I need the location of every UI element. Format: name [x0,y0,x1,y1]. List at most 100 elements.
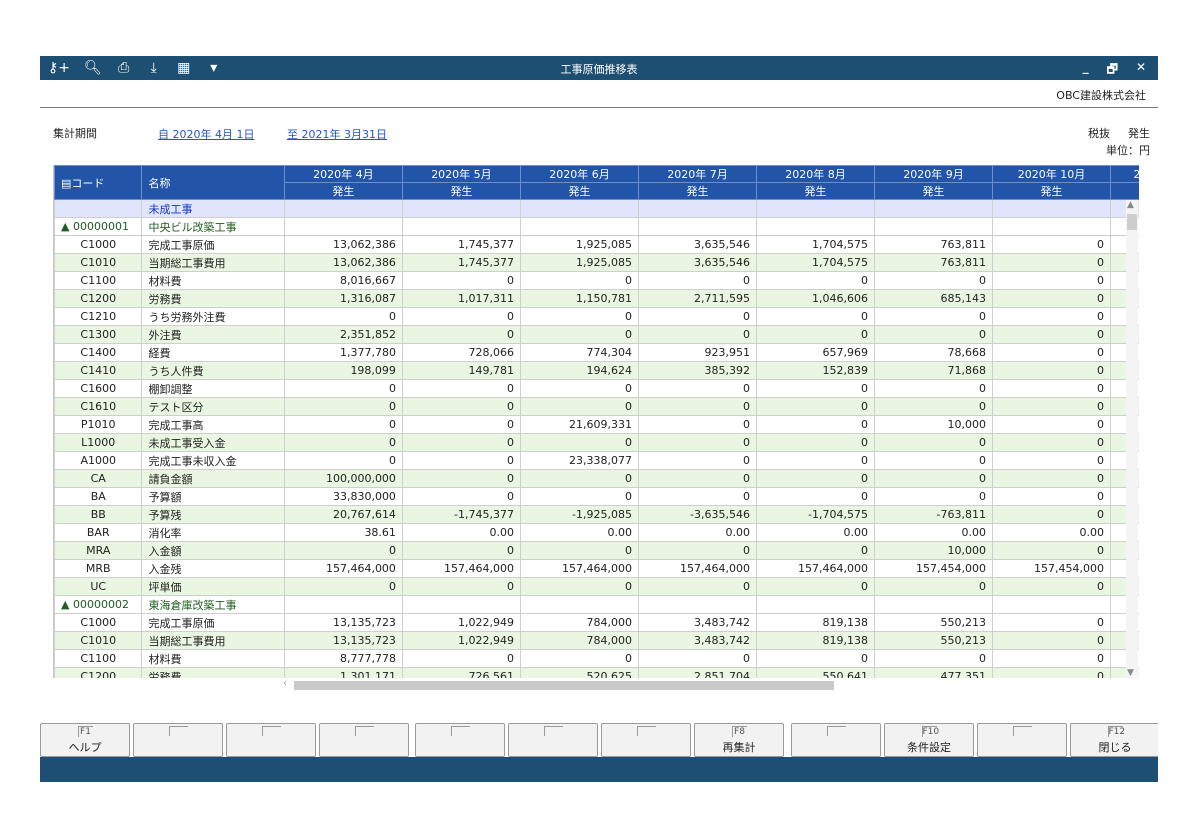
export-icon[interactable]: ⤓ [150,60,157,76]
value-cell: 0 [755,451,876,470]
value-cell: 550,641 [755,667,876,678]
value-cell: 21,609,331 [519,415,639,434]
column-chooser-icon[interactable]: ▤ [61,176,72,190]
table-row[interactable]: C1100 材料費 8,777,778 0 0 0 0 0 0 [54,649,1139,668]
fkey-f10-button[interactable]: F10 条件設定 [884,723,974,757]
table-row[interactable]: C1400 経費 1,377,780 728,066 774,304 923,951 657… [54,343,1139,362]
code-cell [54,199,143,218]
column-header-name[interactable]: 名称 [141,165,285,200]
section-row[interactable]: 未成工事 [54,199,1139,218]
fkey-empty-button[interactable] [226,723,316,757]
fkey-empty-button[interactable] [601,723,691,757]
key-search-icon[interactable]: ⚷+ [48,60,70,76]
scroll-left-icon[interactable]: ‹ [283,678,287,689]
table-row[interactable]: C1000 完成工事原価 13,062,386 1,745,377 1,925,085 3… [54,235,1139,254]
table-row[interactable]: CA 請負金額 100,000,000 0 0 0 0 0 0 [54,469,1139,488]
fkey-f8-button[interactable]: F8 再集計 [694,723,784,757]
table-row[interactable]: MRB 入金残 157,464,000 157,464,000 157,464,000 1… [54,559,1139,578]
fkey-empty-button[interactable] [977,723,1067,757]
month-header: 2020年 6月 [519,165,639,183]
value-cell: 0.00 [637,523,757,542]
table-row[interactable]: C1200 労務費 1,316,087 1,017,311 1,150,781 2,711… [54,289,1139,308]
table-row[interactable]: C1010 当期総工事費用 13,135,723 1,022,949 784,000 3,… [54,631,1139,650]
fkey-empty-button[interactable] [319,723,409,757]
fkey-empty-button[interactable] [508,723,598,757]
table-row[interactable]: BB 予算残 20,767,614 -1,745,377 -1,925,085 -3,63… [54,505,1139,524]
table-row[interactable]: L1000 未成工事受入金 0 0 0 0 0 0 0 [54,433,1139,452]
minimize-button[interactable]: _ [1082,60,1089,74]
sub-header: 発生 [873,182,994,200]
table-row[interactable]: C1200 労務費 1,301,171 726,561 520,625 2,851,704… [54,667,1139,678]
table-row[interactable]: BAR 消化率 38.61 0.00 0.00 0.00 0.00 0.00 0.00 [54,523,1139,542]
value-cell: 157,464,000 [401,559,521,578]
table-row[interactable]: C1600 棚卸調整 0 0 0 0 0 0 0 [54,379,1139,398]
print-icon[interactable]: ⎙ [118,60,130,76]
value-cell: 0 [637,541,757,560]
excel-icon[interactable]: ▦ [177,60,191,76]
fkey-empty-button[interactable] [133,723,223,757]
horizontal-scroll-thumb[interactable] [294,681,834,690]
value-cell: 0 [992,253,1112,272]
table-row[interactable]: MRA 入金額 0 0 0 0 0 10,000 0 [54,541,1139,560]
scroll-up-icon[interactable]: ▲ [1127,200,1134,210]
table-row[interactable]: P1010 完成工事高 0 0 21,609,331 0 0 10,000 0 [54,415,1139,434]
scroll-down-icon[interactable]: ▼ [1127,668,1134,678]
value-cell: 0.00 [873,523,994,542]
table-row[interactable]: C1100 材料費 8,016,667 0 0 0 0 0 0 [54,271,1139,290]
name-cell: 完成工事高 [141,415,285,434]
table-row[interactable]: A1000 完成工事未収入金 0 0 23,338,077 0 0 0 0 [54,451,1139,470]
fkey-empty-button[interactable] [791,723,881,757]
fkey-number [636,726,656,736]
value-cell: 8,777,778 [283,649,403,668]
fkey-empty-button[interactable] [415,723,505,757]
table-row[interactable]: C1300 外注費 2,351,852 0 0 0 0 0 0 [54,325,1139,344]
group-row[interactable]: ▲ 00000001 中央ビル改築工事 [54,217,1139,236]
period-to-link[interactable]: 至 2021年 3月31日 [287,128,387,141]
fkey-number [1012,726,1032,736]
value-cell [755,595,876,614]
code-cell: A1000 [54,451,143,470]
value-cell: 20,767,614 [283,505,403,524]
preview-icon[interactable]: 🔍︎ [83,60,102,76]
fkey-f1-button[interactable]: F1 ヘルプ [40,723,130,757]
column-header-code[interactable]: ▤コード [54,165,143,200]
table-row[interactable]: C1610 テスト区分 0 0 0 0 0 0 0 [54,397,1139,416]
value-cell: 0 [401,487,521,506]
fkey-number [354,726,374,736]
value-cell: 0 [873,433,994,452]
value-cell: 0 [519,433,639,452]
horizontal-scrollbar[interactable]: ‹ › [280,678,1125,692]
table-row[interactable]: C1210 うち労務外注費 0 0 0 0 0 0 0 [54,307,1139,326]
value-cell: 0 [755,469,876,488]
name-cell: テスト区分 [141,397,285,416]
value-cell: 657,969 [755,343,876,362]
period-from-link[interactable]: 自 2020年 4月 1日 [158,128,255,141]
value-cell: 0 [519,307,639,326]
group-row[interactable]: ▲ 00000002 東海倉庫改築工事 [54,595,1139,614]
close-button[interactable]: ✕ [1135,60,1146,74]
value-cell: 0 [873,325,994,344]
value-cell: 550,213 [873,613,994,632]
value-cell [519,199,639,218]
vertical-scroll-thumb[interactable] [1127,214,1137,230]
table-row[interactable]: BA 予算額 33,830,000 0 0 0 0 0 0 [54,487,1139,506]
value-cell: 33,830,000 [283,487,403,506]
value-cell: 13,062,386 [283,235,403,254]
vertical-scrollbar[interactable]: ▲ ▼ [1126,200,1138,678]
value-cell: 0 [283,541,403,560]
restore-button[interactable]: 🗗 [1106,62,1118,76]
value-cell: 1,046,606 [755,289,876,308]
fkey-number: F10 [921,726,940,737]
table-row[interactable]: C1000 完成工事原価 13,135,723 1,022,949 784,000 3,4… [54,613,1139,632]
unit-label: 単位：円 [1106,144,1150,157]
table-row[interactable]: UC 坪単価 0 0 0 0 0 0 0 [54,577,1139,596]
table-row[interactable]: C1010 当期総工事費用 13,062,386 1,745,377 1,925,085… [54,253,1139,272]
code-cell: ▲ 00000002 [54,595,143,614]
value-cell: 194,624 [519,361,639,380]
value-cell: 0 [519,379,639,398]
table-row[interactable]: C1410 うち人件費 198,099 149,781 194,624 385,392 15… [54,361,1139,380]
month-header: 2020年 4月 [283,165,403,183]
dropdown-icon[interactable]: ▾ [210,60,218,76]
fkey-f12-button[interactable]: F12 閉じる [1070,723,1158,757]
company-name: OBC建設株式会社 [1056,89,1146,102]
